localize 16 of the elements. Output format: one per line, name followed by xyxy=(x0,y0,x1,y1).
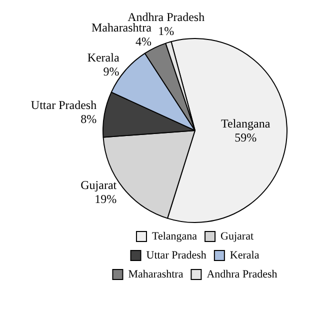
data-label: 8% xyxy=(80,112,97,126)
slice-label: Gujarat xyxy=(80,178,118,192)
legend-label: Andhra Pradesh xyxy=(206,268,278,280)
data-label: 1% xyxy=(158,24,174,38)
legend-label: Gujarat xyxy=(220,230,254,242)
data-label: 9% xyxy=(103,64,120,78)
legend-label: Maharashtra xyxy=(128,268,184,280)
slice-label: Telangana xyxy=(221,116,271,131)
slice-label: Kerala xyxy=(87,50,120,64)
legend-label: Telangana xyxy=(152,230,198,242)
legend-label: Uttar Pradesh xyxy=(146,249,207,262)
slice-label: Uttar Pradesh xyxy=(30,98,97,112)
legend-label: Kerala xyxy=(230,249,260,262)
data-label: 19% xyxy=(94,192,117,206)
data-label: 59% xyxy=(234,130,257,145)
data-label: 4% xyxy=(135,34,152,48)
